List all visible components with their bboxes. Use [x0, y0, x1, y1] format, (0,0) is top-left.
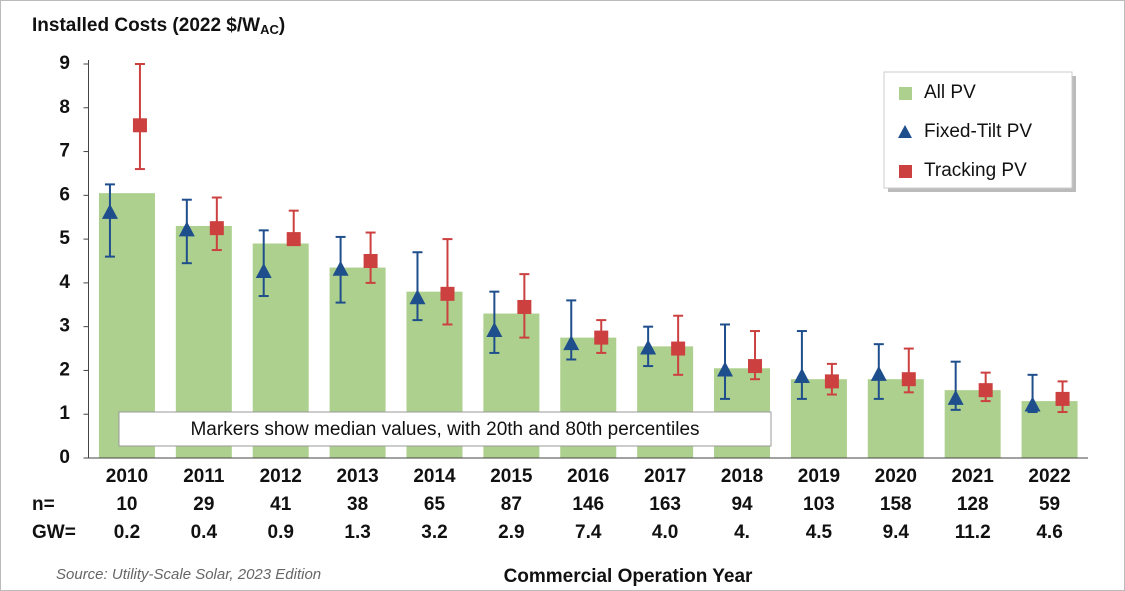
legend-swatch [899, 165, 912, 178]
median-marker [1024, 396, 1041, 412]
legend-label: Tracking PV [924, 160, 1027, 181]
y-tick-label: 8 [59, 97, 70, 118]
legend-swatch [898, 125, 912, 138]
y-tick-label: 1 [59, 403, 70, 424]
x-tick-label: 2012 [260, 466, 302, 487]
title-subscript: AC [260, 22, 279, 37]
median-marker [640, 339, 657, 355]
median-marker [132, 118, 147, 133]
n-label: 59 [1039, 494, 1060, 515]
median-marker [178, 221, 195, 237]
y-tick-label: 7 [59, 141, 70, 162]
n-label: 94 [731, 494, 753, 515]
gw-label: 4. [734, 522, 750, 543]
legend-label: All PV [924, 82, 976, 103]
median-marker [286, 232, 301, 247]
y-tick-label: 3 [59, 316, 70, 337]
median-marker [901, 372, 916, 387]
gw-row-label: GW= [32, 522, 76, 543]
x-tick-label: 2021 [952, 466, 995, 487]
n-label: 41 [270, 494, 292, 515]
x-tick-label: 2019 [798, 466, 840, 487]
x-tick-label: 2020 [875, 466, 917, 487]
x-tick-label: 2016 [567, 466, 609, 487]
y-tick-label: 6 [59, 184, 70, 205]
legend-swatch [899, 87, 912, 100]
n-label: 65 [424, 494, 446, 515]
source: Source: Utility-Scale Solar, 2023 Editio… [56, 566, 321, 583]
median-marker [947, 389, 964, 405]
x-tick-label: 2014 [413, 466, 456, 487]
median-marker [255, 262, 272, 278]
legend [883, 71, 1073, 189]
bar [790, 379, 847, 458]
n-label: 146 [572, 494, 604, 515]
annotation-box [118, 411, 772, 447]
annotation: Markers show median values, with 20th an… [190, 419, 699, 440]
n-label: 103 [803, 494, 835, 515]
gw-label: 4.0 [652, 522, 678, 543]
y-tick-label: 2 [59, 359, 70, 380]
x-tick-label: 2017 [644, 466, 686, 487]
n-label: 158 [880, 494, 912, 515]
gw-label: 7.4 [575, 522, 602, 543]
title-main: Installed Costs (2022 $/W [32, 15, 260, 36]
gw-label: 0.4 [191, 522, 218, 543]
bar [867, 379, 924, 458]
median-marker [978, 383, 993, 398]
x-tick-label: 2022 [1028, 466, 1070, 487]
median-marker [409, 289, 426, 305]
y-tick-label: 5 [59, 228, 70, 249]
gw-label: 3.2 [421, 522, 447, 543]
n-label: 29 [193, 494, 214, 515]
median-marker [824, 374, 839, 389]
n-label: 87 [501, 494, 522, 515]
median-marker [563, 335, 580, 351]
gw-label: 11.2 [955, 522, 991, 543]
y-tick-label: 0 [59, 447, 70, 468]
n-label: 128 [957, 494, 989, 515]
n-label: 10 [116, 494, 137, 515]
median-marker [363, 254, 378, 268]
median-marker [517, 299, 532, 314]
gw-label: 2.9 [498, 522, 524, 543]
median-marker [440, 286, 455, 301]
x-axis-label: Commercial Operation Year [504, 566, 753, 587]
chart-title: Installed Costs (2022 $/WAC) [32, 15, 285, 37]
median-marker [748, 359, 763, 374]
median-marker [594, 330, 609, 345]
gw-label: 0.9 [268, 522, 294, 543]
median-marker [101, 203, 118, 219]
gw-label: 0.2 [114, 522, 140, 543]
x-tick-label: 2011 [183, 466, 225, 487]
gw-label: 1.3 [344, 522, 370, 543]
median-marker [486, 322, 503, 338]
median-marker [332, 260, 349, 276]
x-tick-label: 2010 [106, 466, 148, 487]
gw-label: 4.5 [806, 522, 833, 543]
median-marker [209, 221, 224, 236]
median-marker [717, 361, 734, 377]
median-marker [793, 368, 810, 384]
legend-label: Fixed-Tilt PV [924, 121, 1032, 142]
gw-label: 9.4 [883, 522, 910, 543]
n-row-label: n= [32, 494, 55, 515]
gw-label: 4.6 [1036, 522, 1062, 543]
y-tick-label: 9 [59, 53, 70, 74]
x-tick-label: 2015 [490, 466, 533, 487]
n-label: 38 [347, 494, 368, 515]
x-tick-label: 2013 [336, 466, 378, 487]
median-marker [870, 365, 887, 381]
median-marker [671, 341, 686, 356]
median-marker [1055, 391, 1070, 406]
n-label: 163 [649, 494, 681, 515]
x-tick-label: 2018 [721, 466, 763, 487]
title-end: ) [279, 15, 285, 36]
y-tick-label: 4 [59, 272, 70, 293]
